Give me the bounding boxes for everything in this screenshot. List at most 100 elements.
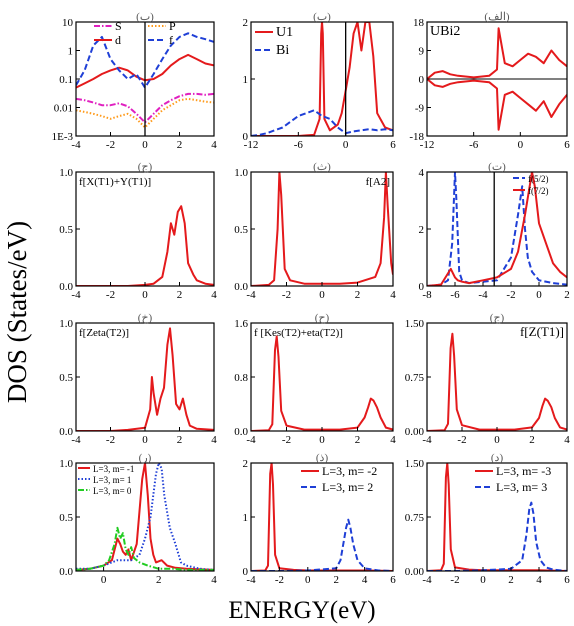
p1-x-tick-label: 2 xyxy=(177,139,183,151)
p4-x-tick-label: 4 xyxy=(211,289,217,301)
p3-x-tick-label: -12 xyxy=(420,139,435,151)
p12-y-tick-label: 1.50 xyxy=(405,458,425,470)
p2-x-tick-label: 6 xyxy=(390,139,396,151)
p11-x-tick-label: 0 xyxy=(305,574,311,586)
p1-y-tick-label: 1E-3 xyxy=(52,131,74,143)
p3-panel: -12 -6 0 6 -18 -9 0 9 18 (الف) UBi2 xyxy=(409,11,570,151)
p5-x-tick-label: 4 xyxy=(390,289,396,301)
p10-y-tick-label: 0.0 xyxy=(59,566,73,578)
p11-x-tick-label: 2 xyxy=(333,574,339,586)
p8-x-tick-label: -2 xyxy=(282,434,291,446)
p7-annotation: f[Zeta(T2)] xyxy=(79,327,129,339)
p1-legend-label: f xyxy=(169,33,173,47)
p4-y-tick-label: 0.0 xyxy=(59,281,73,293)
p12-panel-label: (د) xyxy=(491,452,504,464)
p9-x-tick-label: 0 xyxy=(494,434,500,446)
p6-x-tick-label: -4 xyxy=(478,289,488,301)
p6-legend-label: f(5/2) xyxy=(528,174,549,184)
p1-y-tick-label: 1 xyxy=(68,46,74,58)
p6-x-tick-label: -2 xyxy=(506,289,515,301)
p2-x-tick-label: -12 xyxy=(244,139,259,151)
x-axis-label: ENERGY(eV) xyxy=(228,597,375,624)
p5-x-tick-label: -2 xyxy=(282,289,291,301)
p5-y-tick-label: 0.5 xyxy=(234,224,248,236)
p1-x-tick-label: -2 xyxy=(106,139,115,151)
p1-panel-label: (ب) xyxy=(136,11,154,23)
p3-x-tick-label: 0 xyxy=(518,139,524,151)
p10-y-tick-label: 0.5 xyxy=(59,512,73,524)
p11-x-tick-label: 6 xyxy=(390,574,396,586)
p9-series-0-line xyxy=(427,332,567,431)
p10-series-l-3-m-1-line xyxy=(76,463,214,571)
p7-y-tick-label: 1.0 xyxy=(59,318,73,330)
p3-y-tick-label: 9 xyxy=(419,46,425,58)
p7-panel: -4 -2 0 2 4 0.0 0.5 1.0 (خ) f[Zeta(T2)] xyxy=(59,312,217,446)
p1-y-tick-label: 0.01 xyxy=(54,103,73,115)
p10-legend-label: L=3, m= 0 xyxy=(93,486,132,496)
p4-x-tick-label: -2 xyxy=(106,289,115,301)
p8-x-tick-label: 0 xyxy=(319,434,325,446)
p1-x-tick-label: 0 xyxy=(142,139,148,151)
p12-panel: -4 -2 0 2 4 6 0.00 0.75 1.50 (د)L=3, m= -3 L=3, m=… xyxy=(405,452,571,586)
p8-y-tick-label: 1.6 xyxy=(234,318,248,330)
p4-panel: -4 -2 0 2 4 0.0 0.5 1.0 (ج) f[X(T1)+Y(T1)] xyxy=(59,161,217,301)
p12-legend-label: L=3, m= 3 xyxy=(496,480,547,494)
p11-series-l-3-m-2-line xyxy=(251,518,393,571)
p10-series-l-3-m-1-line xyxy=(76,463,214,571)
p11-y-tick-label: 2 xyxy=(243,458,249,470)
p8-x-tick-label: 2 xyxy=(355,434,361,446)
p9-x-tick-label: 2 xyxy=(529,434,535,446)
p4-x-tick-label: -4 xyxy=(71,289,81,301)
p2-legend-label: U1 xyxy=(276,25,293,40)
p11-panel: -4 -2 0 2 4 6 0 1 2 (ذ)L=3, m= -2 L=3, m= 2 xyxy=(243,452,397,586)
p7-y-tick-label: 0.5 xyxy=(59,372,73,384)
p6-y-tick-label: 2 xyxy=(419,224,425,236)
p9-x-tick-label: -2 xyxy=(457,434,466,446)
p5-y-tick-label: 1.0 xyxy=(234,167,248,179)
p4-y-tick-label: 0.5 xyxy=(59,224,73,236)
p10-legend-label: L=3, m= -1 xyxy=(93,464,134,474)
p3-x-tick-label: -6 xyxy=(469,139,479,151)
p6-x-tick-label: -8 xyxy=(422,289,432,301)
p6-series-f-7-2--line xyxy=(427,172,567,286)
p12-y-tick-label: 0.00 xyxy=(405,566,425,578)
p12-x-tick-label: 0 xyxy=(480,574,486,586)
p10-panel-label: (ر) xyxy=(139,452,152,464)
p5-x-tick-label: -4 xyxy=(246,289,256,301)
p10-x-tick-label: 4 xyxy=(211,574,217,586)
p9-panel-label: (ج) xyxy=(490,312,505,324)
p5-x-tick-label: 0 xyxy=(319,289,325,301)
p12-x-tick-label: -4 xyxy=(422,574,432,586)
p5-series-0-line xyxy=(251,172,393,286)
p9-annotation: f[Z(T1)] xyxy=(520,324,564,339)
p3-annotation: UBi2 xyxy=(430,24,460,39)
p4-y-tick-label: 1.0 xyxy=(59,167,73,179)
p8-x-tick-label: -4 xyxy=(246,434,256,446)
p4-annotation: f[X(T1)+Y(T1)] xyxy=(79,176,151,188)
p7-y-tick-label: 0.0 xyxy=(59,426,73,438)
p6-panel-label: (ت) xyxy=(488,161,506,173)
p9-panel: -4 -2 0 2 4 0.00 0.75 1.50 (ج) f[Z(T1)] xyxy=(405,312,571,446)
p5-panel: -4 -2 0 2 4 0.0 0.5 1.0 (ث) f[A2] xyxy=(234,161,396,301)
p3-series-0-line xyxy=(427,27,567,80)
p10-x-tick-label: 2 xyxy=(156,574,162,586)
p11-legend-label: L=3, m= -2 xyxy=(322,464,377,478)
p3-series-1-line xyxy=(427,78,567,131)
p5-panel-label: (ث) xyxy=(313,161,331,173)
p4-x-tick-label: 0 xyxy=(142,289,148,301)
p2-y-tick-label: 1 xyxy=(243,74,249,86)
p3-panel-label: (الف) xyxy=(484,11,509,23)
p3-y-tick-label: 0 xyxy=(419,74,425,86)
p2-y-tick-label: 2 xyxy=(243,17,249,29)
p8-x-tick-label: 4 xyxy=(390,434,396,446)
p1-legend-label: d xyxy=(115,33,121,47)
p11-panel-label: (ذ) xyxy=(316,452,329,464)
p12-series-l-3-m-3-line xyxy=(427,501,567,571)
p2-series-u1-line xyxy=(251,22,393,136)
p7-x-tick-label: 2 xyxy=(177,434,183,446)
p12-x-tick-label: 2 xyxy=(508,574,514,586)
p2-series-bi-line xyxy=(251,109,393,136)
p10-series-l-3-m-0-line xyxy=(76,526,214,571)
p9-x-tick-label: -4 xyxy=(422,434,432,446)
